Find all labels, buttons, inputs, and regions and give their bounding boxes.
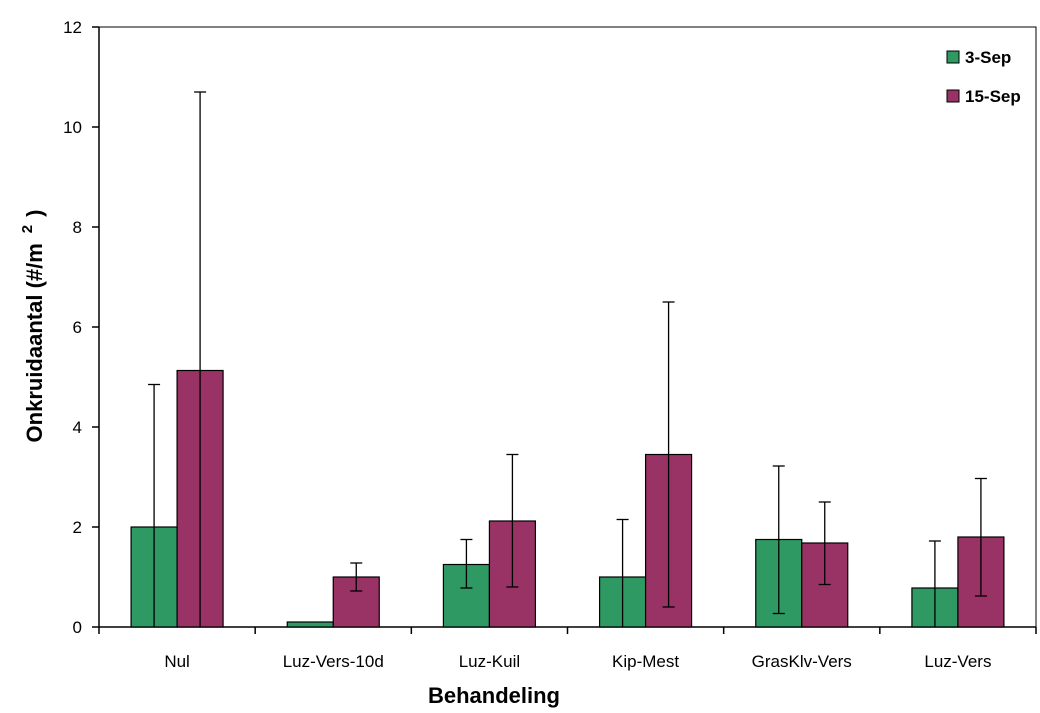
y-tick-label: 2	[73, 518, 82, 537]
error-bar-15-sep-grasklv-vers	[818, 501, 831, 586]
x-axis: Nul Luz-Vers-10d Luz-Kuil Kip-Mest GrasKlv-V…	[98, 626, 1037, 671]
y-axis-title-main: Onkruidaantal (#/m	[22, 243, 47, 442]
x-tick-label-luz-vers: Luz-Vers	[924, 652, 991, 671]
bars	[130, 369, 1005, 628]
y-tick-label: 8	[73, 218, 82, 237]
y-axis-title-superscript: 2	[19, 225, 36, 233]
bar-3-sep-luz-vers-10d	[286, 621, 334, 628]
x-axis-title: Behandeling	[428, 683, 560, 708]
legend-label-15-sep: 15-Sep	[965, 87, 1021, 106]
error-bar-15-sep-luz-vers	[974, 477, 987, 597]
y-axis: 0 2 4 6 8 10 12	[63, 18, 100, 637]
error-bars	[148, 91, 987, 627]
error-bar-3-sep-kip-mest	[616, 518, 629, 627]
plot-area	[98, 26, 1037, 628]
error-bar-3-sep-luz-vers	[928, 540, 941, 627]
error-bar-15-sep-nul	[194, 91, 207, 627]
y-tick-label: 10	[63, 118, 82, 137]
y-axis-title-close: )	[22, 210, 47, 217]
error-bar-3-sep-luz-kuil	[460, 538, 473, 589]
x-tick-label-luz-vers-10d: Luz-Vers-10d	[283, 652, 384, 671]
y-tick-label: 4	[73, 418, 82, 437]
legend-label-3-sep: 3-Sep	[965, 48, 1011, 67]
error-bar-3-sep-nul	[148, 383, 161, 627]
error-bar-3-sep-grasklv-vers	[772, 465, 785, 615]
y-tick-label: 0	[73, 618, 82, 637]
legend: 3-Sep 15-Sep	[946, 48, 1021, 106]
legend-swatch-15-sep	[946, 89, 960, 103]
y-tick-label: 12	[63, 18, 82, 37]
y-axis-title: Onkruidaantal (#/m 2)	[19, 210, 47, 443]
error-bar-15-sep-luz-vers-10d	[350, 562, 363, 592]
x-tick-label-grasklv-vers: GrasKlv-Vers	[752, 652, 852, 671]
x-tick-label-nul: Nul	[164, 652, 190, 671]
error-bar-15-sep-luz-kuil	[506, 453, 519, 588]
x-tick-label-kip-mest: Kip-Mest	[612, 652, 679, 671]
error-bar-15-sep-kip-mest	[662, 301, 675, 608]
plot-frame	[98, 26, 1037, 628]
y-tick-label: 6	[73, 318, 82, 337]
legend-swatch-3-sep	[946, 50, 960, 64]
x-tick-label-luz-kuil: Luz-Kuil	[459, 652, 520, 671]
